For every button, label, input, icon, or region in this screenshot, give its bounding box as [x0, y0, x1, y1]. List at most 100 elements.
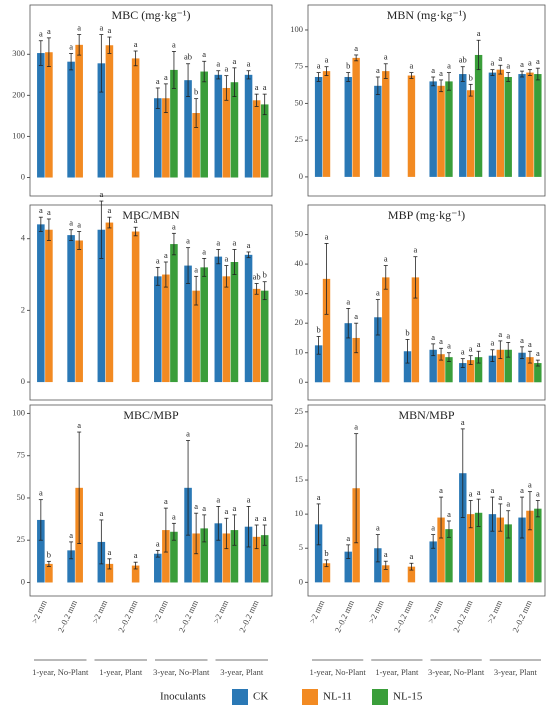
y-tick-label: 20 — [295, 317, 304, 327]
panel-frame — [307, 4, 546, 197]
bar — [518, 74, 526, 177]
panel-frame — [307, 204, 546, 401]
significance-letter: a — [156, 255, 160, 265]
significance-letter: ab — [184, 52, 192, 62]
x-tick-label: >2 mm — [485, 598, 505, 625]
significance-letter: a — [194, 264, 198, 274]
bar — [407, 566, 416, 583]
y-tick-label: 100 — [12, 130, 25, 140]
bar — [170, 69, 178, 178]
bar — [230, 530, 239, 583]
significance-letter: a — [164, 72, 168, 82]
bar — [162, 530, 170, 583]
significance-letter: a — [134, 39, 138, 49]
x-tick-label: >2 mm — [90, 598, 110, 625]
bar — [407, 75, 416, 177]
significance-letter: a — [39, 29, 43, 39]
significance-letter: a — [247, 240, 251, 250]
significance-letter: a — [263, 82, 267, 92]
significance-letter: a — [461, 417, 465, 427]
legend-label: NL-11 — [323, 691, 352, 703]
bar — [429, 349, 437, 383]
significance-letter: a — [255, 82, 259, 92]
bar — [518, 352, 526, 383]
significance-letter: a — [346, 296, 350, 306]
significance-letter: a — [255, 513, 259, 523]
significance-letter: a — [99, 189, 103, 199]
bar — [459, 363, 467, 383]
significance-letter: ab — [253, 271, 261, 281]
legend-swatch — [232, 689, 248, 705]
x-tick-label: >2 mm — [426, 598, 446, 625]
significance-letter: a — [325, 231, 329, 241]
x-tick-label: >2 mm — [29, 598, 49, 625]
significance-letter: a — [216, 59, 220, 69]
significance-letter: a — [439, 336, 443, 346]
bar — [154, 553, 162, 583]
x-tick-label: 2–0.2 mm — [332, 598, 356, 634]
significance-letter: a — [491, 485, 495, 495]
significance-letter: a — [202, 49, 206, 59]
significance-letter: a — [354, 311, 358, 321]
bar — [105, 563, 114, 583]
x-tick-label: 2–0.2 mm — [55, 598, 79, 634]
bar — [496, 69, 505, 177]
significance-letter: a — [506, 330, 510, 340]
bar — [459, 74, 467, 177]
bar — [437, 85, 445, 177]
bar — [67, 61, 75, 178]
bar — [105, 45, 114, 178]
bar — [496, 517, 505, 583]
significance-letter: a — [461, 347, 465, 357]
significance-letter: a — [447, 509, 451, 519]
significance-letter: a — [536, 56, 540, 66]
significance-letter: a — [108, 25, 112, 35]
bar — [252, 100, 261, 178]
significance-letter: a — [536, 488, 540, 498]
y-tick-label: 0 — [21, 376, 25, 386]
significance-letter: b — [346, 61, 350, 71]
significance-letter: a — [469, 488, 473, 498]
significance-letter: ab — [459, 55, 467, 65]
significance-letter: a — [477, 487, 481, 497]
significance-letter: a — [491, 58, 495, 68]
significance-letter: a — [376, 287, 380, 297]
significance-letter: a — [233, 503, 237, 513]
y-tick-label: 10 — [295, 347, 304, 357]
y-tick-label: 100 — [290, 24, 303, 34]
x-tick-label: >2 mm — [211, 598, 231, 625]
y-tick-label: 10 — [295, 508, 304, 518]
significance-letter: a — [439, 68, 443, 78]
significance-letter: a — [69, 41, 73, 51]
significance-letter: a — [224, 64, 228, 74]
bar — [374, 85, 382, 177]
bar — [411, 277, 420, 383]
y-tick-label: 75 — [295, 61, 304, 71]
bar — [162, 98, 170, 178]
bar — [534, 508, 542, 583]
y-tick-label: 50 — [17, 492, 26, 502]
bar — [45, 52, 53, 178]
bar — [45, 229, 53, 383]
significance-letter: a — [528, 339, 532, 349]
bar — [184, 265, 192, 383]
panel-frame — [29, 4, 273, 197]
significance-letter: a — [491, 338, 495, 348]
bar — [37, 53, 45, 178]
group-label: 1-year, Plant — [99, 667, 143, 677]
bar — [526, 510, 534, 583]
significance-letter: a — [410, 551, 414, 561]
x-tick-label: >2 mm — [150, 598, 170, 625]
bar — [534, 363, 542, 383]
significance-letter: a — [202, 503, 206, 513]
significance-letter: a — [384, 52, 388, 62]
significance-letter: a — [47, 207, 51, 217]
significance-letter: a — [224, 506, 228, 516]
significance-letter: a — [134, 215, 138, 225]
bar — [214, 74, 223, 178]
bar — [37, 519, 45, 583]
bar — [488, 72, 497, 177]
significance-letter: a — [186, 428, 190, 438]
panel-frame — [29, 204, 273, 401]
